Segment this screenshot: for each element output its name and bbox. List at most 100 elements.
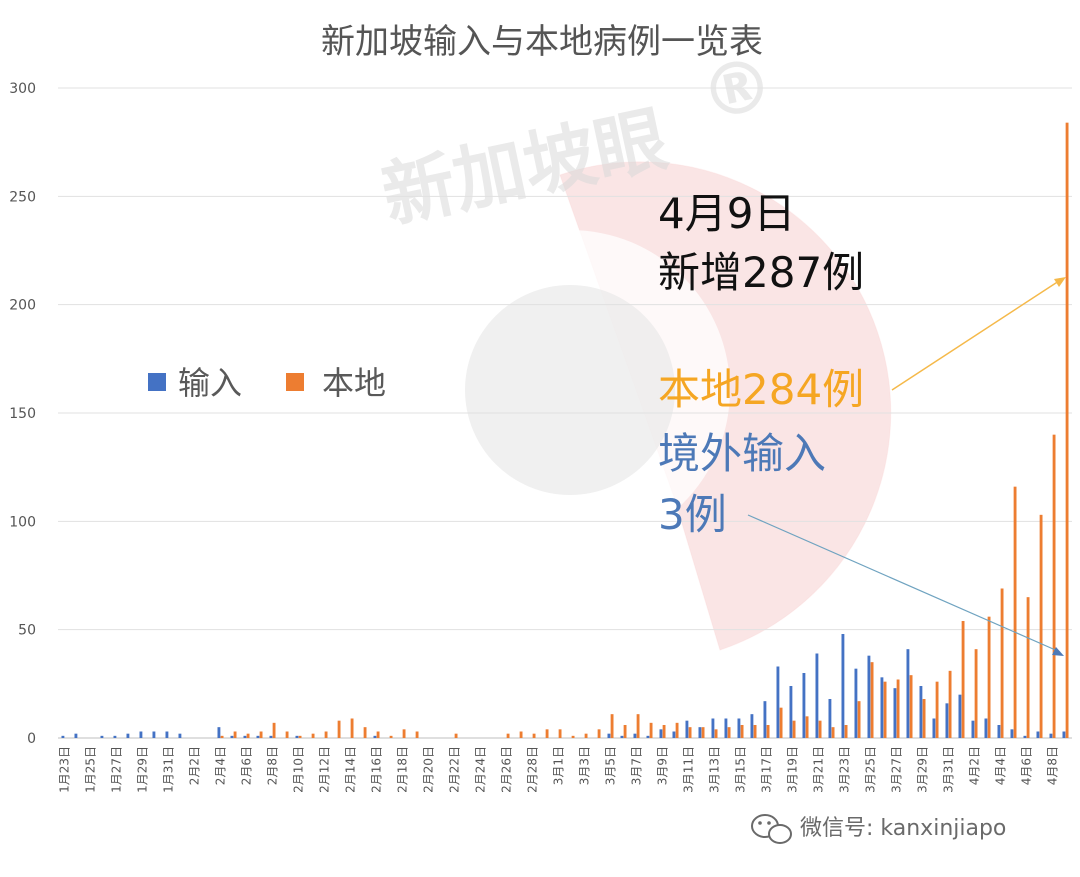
y-tick-label: 50 <box>18 623 36 639</box>
bar-import <box>295 735 299 738</box>
bar-import <box>880 677 884 738</box>
x-tick-label: 2月12日 <box>318 746 332 793</box>
bar-import <box>685 720 689 738</box>
bar-import <box>1010 729 1014 738</box>
bar-import <box>61 735 65 738</box>
bar-local <box>662 725 666 738</box>
bar-local <box>571 735 575 738</box>
x-tick-label: 1月31日 <box>162 746 176 793</box>
bar-import <box>932 718 936 738</box>
bar-import <box>230 735 234 738</box>
chart-title: 新加坡输入与本地病例一览表 <box>321 22 763 62</box>
bar-import <box>867 655 871 738</box>
x-tick-label: 2月6日 <box>240 746 254 785</box>
bar-import <box>646 735 650 738</box>
bar-import <box>269 735 273 738</box>
bar-local <box>298 735 302 738</box>
bar-local <box>246 733 250 738</box>
bar-local <box>792 720 796 738</box>
bar-local <box>727 727 731 738</box>
bar-local <box>1052 434 1056 738</box>
y-tick-label: 200 <box>9 298 36 314</box>
bar-local <box>337 720 341 738</box>
bar-local <box>779 707 783 738</box>
bar-local <box>610 714 614 738</box>
bar-local <box>753 725 757 738</box>
bar-local <box>259 731 263 738</box>
bars-layer <box>61 122 1069 738</box>
x-tick-label: 3月13日 <box>708 746 722 793</box>
bar-local <box>987 616 991 738</box>
bar-local <box>389 735 393 738</box>
legend-swatch-import <box>148 373 166 391</box>
x-tick-label: 2月18日 <box>396 746 410 793</box>
bar-local <box>285 731 289 738</box>
bar-local <box>896 679 900 738</box>
x-tick-label: 3月27日 <box>890 746 904 793</box>
x-tick-label: 1月25日 <box>84 746 98 793</box>
bar-import <box>672 731 676 738</box>
bar-import <box>165 731 169 738</box>
x-tick-label: 3月3日 <box>578 746 592 785</box>
bar-local <box>1065 122 1069 738</box>
y-tick-label: 0 <box>27 731 36 747</box>
x-tick-label: 1月23日 <box>58 746 72 793</box>
x-tick-label: 3月21日 <box>812 746 826 793</box>
bar-import <box>633 733 637 738</box>
bar-local <box>1000 588 1004 738</box>
bar-import <box>815 653 819 738</box>
bar-local <box>701 727 705 738</box>
bar-import <box>828 699 832 738</box>
x-tick-label: 3月5日 <box>604 746 618 785</box>
bar-import <box>607 733 611 738</box>
bar-local <box>220 735 224 738</box>
x-tick-label: 3月29日 <box>916 746 930 793</box>
bar-import <box>373 735 377 738</box>
x-tick-label: 3月23日 <box>838 746 852 793</box>
bar-local <box>350 718 354 738</box>
bar-local <box>597 729 601 738</box>
y-tick-label: 250 <box>9 189 36 205</box>
bar-import <box>152 731 156 738</box>
bar-import <box>126 733 130 738</box>
x-tick-label: 3月15日 <box>734 746 748 793</box>
bar-local <box>363 727 367 738</box>
x-tick-label: 3月9日 <box>656 746 670 785</box>
bar-import <box>971 720 975 738</box>
bar-local <box>831 727 835 738</box>
bar-import <box>100 735 104 738</box>
bar-local <box>454 733 458 738</box>
bar-import <box>1062 731 1066 738</box>
bar-import <box>841 634 845 738</box>
x-tick-label: 4月6日 <box>1020 746 1034 785</box>
bar-local <box>857 701 861 738</box>
x-tick-label: 4月4日 <box>994 746 1008 785</box>
annotation-layer: 4月9日 新增287例 本地284例 境外输入 3例 <box>658 189 1066 656</box>
bar-import <box>763 701 767 738</box>
legend: 输入 本地 <box>148 364 386 402</box>
bar-local <box>844 725 848 738</box>
x-tick-label: 2月28日 <box>526 746 540 793</box>
grid-layer: 0 50 100 150 200 250 300 <box>9 81 1072 747</box>
bar-local <box>740 725 744 738</box>
bar-import <box>711 718 715 738</box>
bar-local <box>974 649 978 738</box>
bar-local <box>766 725 770 738</box>
footer-wechat-id: 微信号: kanxinjiapo <box>800 816 1006 841</box>
bar-import <box>1023 735 1027 738</box>
annotation-imported-line1: 境外输入 <box>658 429 826 478</box>
bar-local <box>376 731 380 738</box>
annotation-arrow-imported <box>747 514 1061 653</box>
x-tick-label: 2月20日 <box>422 746 436 793</box>
bar-import <box>217 727 221 738</box>
bar-local <box>1026 597 1030 738</box>
bar-local <box>636 714 640 738</box>
bar-local <box>584 733 588 738</box>
x-tick-label: 3月19日 <box>786 746 800 793</box>
bar-local <box>402 729 406 738</box>
x-tick-label: 3月7日 <box>630 746 644 785</box>
bar-import <box>1049 733 1053 738</box>
bar-import <box>620 735 624 738</box>
bar-import <box>256 735 260 738</box>
